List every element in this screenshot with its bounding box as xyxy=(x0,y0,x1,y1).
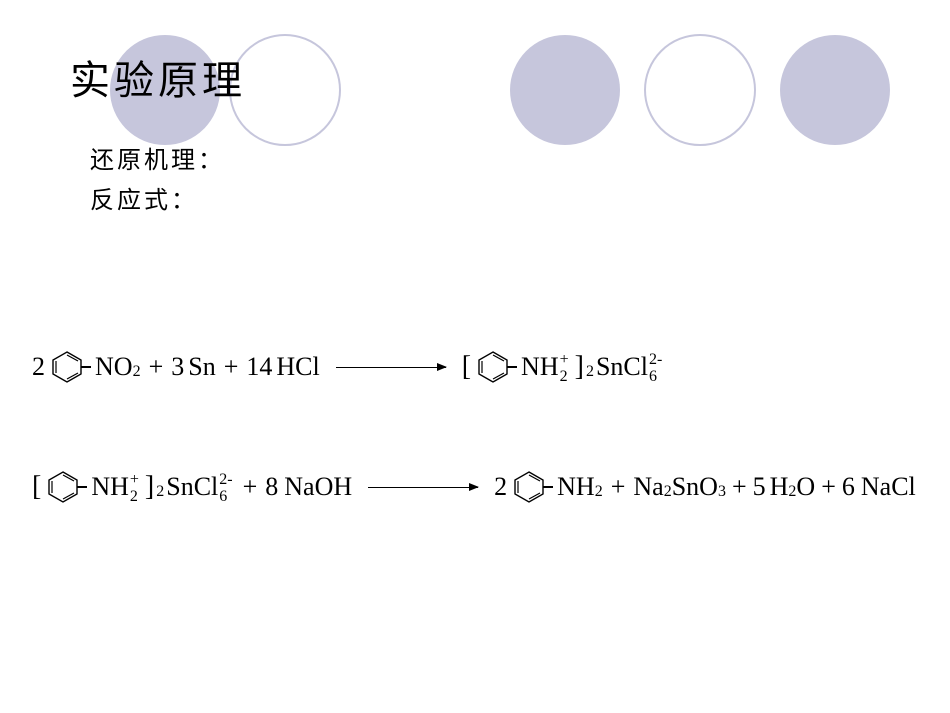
bracket-open: [ xyxy=(462,351,471,383)
coeff-aniline: 2 xyxy=(494,472,507,502)
nh-charge-stack: + 2 xyxy=(560,357,569,377)
equation-1: 2 NO2 + 3 Sn + 14 HCl [ NH + 2 ]2 SnCl xyxy=(30,350,666,384)
nitro-label: NO xyxy=(95,352,133,382)
bracket-sub: 2 xyxy=(156,483,164,501)
na-label: Na xyxy=(633,472,663,502)
nh-sub: 2 xyxy=(560,372,569,382)
nh-label: NH xyxy=(91,472,129,502)
nh-label: NH xyxy=(521,352,559,382)
nh-sub: 2 xyxy=(595,483,603,501)
sncl-label: SnCl xyxy=(596,352,648,382)
sncl-sub: 6 xyxy=(649,372,662,382)
reaction-arrow xyxy=(368,487,478,488)
sncl-label: SnCl xyxy=(166,472,218,502)
sncl6: SnCl 2- 6 xyxy=(166,472,234,502)
sncl-sup: 2- xyxy=(219,475,232,485)
sncl-sub: 6 xyxy=(219,492,232,502)
naoh: NaOH xyxy=(284,472,352,502)
plus-1: + xyxy=(149,352,164,382)
nh-charge-stack: + 2 xyxy=(130,477,139,497)
sncl-sup: 2- xyxy=(649,355,662,365)
nh-label: NH xyxy=(557,472,595,502)
na-sub1: 2 xyxy=(664,483,672,501)
coeff-sn: 3 xyxy=(171,352,184,382)
bracket-sub: 2 xyxy=(586,363,594,381)
h-label: H xyxy=(770,472,789,502)
h2o: H2O xyxy=(770,472,816,502)
plus-3: + xyxy=(732,472,747,502)
plus-2: + xyxy=(611,472,626,502)
bracket-close: ] xyxy=(145,471,154,503)
nacl: NaCl xyxy=(861,472,916,502)
benzene-icon xyxy=(477,350,509,384)
sno-sub: 3 xyxy=(718,483,726,501)
benzene-icon xyxy=(47,470,79,504)
sn: Sn xyxy=(188,352,215,382)
sncl-stack: 2- 6 xyxy=(649,357,662,377)
na2sno3: Na2SnO3 xyxy=(633,472,726,502)
charge-plus: + xyxy=(560,355,569,365)
sno-label: SnO xyxy=(672,472,718,502)
nitro-sub: 2 xyxy=(133,363,141,381)
subtitle-mechanism: 还原机理： xyxy=(90,140,225,175)
coeff-hcl: 14 xyxy=(246,352,272,382)
charge-plus: + xyxy=(130,475,139,485)
sncl-stack: 2- 6 xyxy=(219,477,232,497)
subtitle-equation: 反应式： xyxy=(90,180,198,215)
bracket-open: [ xyxy=(32,471,41,503)
equation-2: [ NH + 2 ]2 SnCl 2- 6 + 8 NaOH 2 xyxy=(30,470,918,504)
nitro-group: NO2 xyxy=(95,352,141,382)
aniline-group: NH2 xyxy=(557,472,603,502)
nh-sub: 2 xyxy=(130,492,139,502)
slide-title: 实验原理 xyxy=(70,48,246,106)
plus-1: + xyxy=(243,472,258,502)
coeff-nitrobenzene: 2 xyxy=(32,352,45,382)
anilinium-group: NH + 2 xyxy=(521,352,571,382)
reaction-arrow xyxy=(336,367,446,368)
benzene-icon xyxy=(51,350,83,384)
anilinium-group: NH + 2 xyxy=(91,472,141,502)
plus-2: + xyxy=(224,352,239,382)
plus-4: + xyxy=(821,472,836,502)
benzene-icon xyxy=(513,470,545,504)
bracket-close: ] xyxy=(575,351,584,383)
coeff-naoh: 8 xyxy=(265,472,278,502)
coeff-h2o: 5 xyxy=(753,472,766,502)
hcl: HCl xyxy=(276,352,319,382)
coeff-nacl: 6 xyxy=(842,472,855,502)
sncl6: SnCl 2- 6 xyxy=(596,352,664,382)
h-sub: 2 xyxy=(788,483,796,501)
o-label: O xyxy=(796,472,815,502)
